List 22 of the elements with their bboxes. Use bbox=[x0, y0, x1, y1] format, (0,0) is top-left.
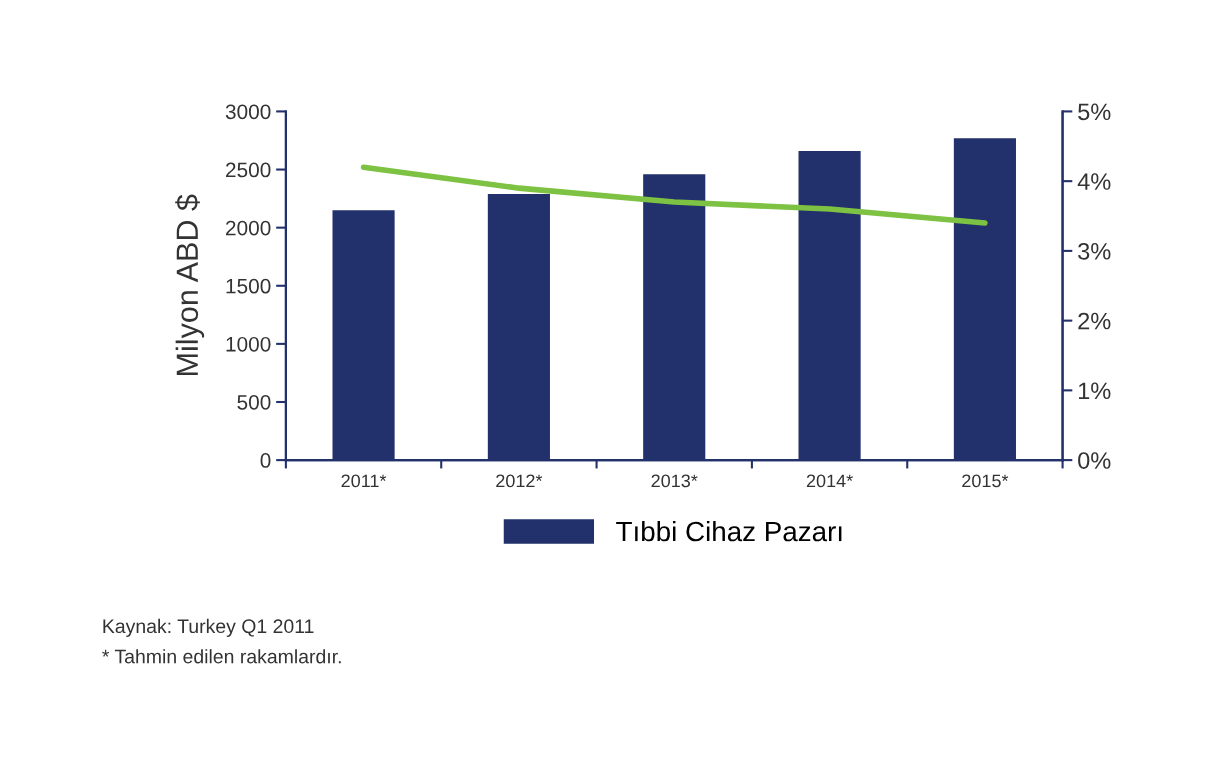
y2-tick-label: 3% bbox=[1078, 242, 1111, 260]
y-tick-label: 0 bbox=[260, 453, 271, 468]
y2-tick-label: 1% bbox=[1078, 382, 1111, 400]
y-tick-label: 500 bbox=[237, 394, 271, 410]
y2-tick-label: 4% bbox=[1077, 173, 1111, 190]
x-tick-label: 2011* bbox=[341, 474, 387, 488]
y-tick-label: 1000 bbox=[226, 336, 271, 352]
text: * Tahmin edilen rakamlardır. bbox=[102, 649, 341, 664]
y-tick-label: 2500 bbox=[226, 162, 271, 178]
y2-tick-label: 0% bbox=[1078, 452, 1111, 469]
x-tick-label: 2013* bbox=[651, 474, 698, 488]
legend-label: Tıbbi Cihaz Pazarı bbox=[616, 520, 842, 542]
text: Kaynak: Turkey Q1 2011 bbox=[103, 618, 314, 637]
y-tick-label: 3000 bbox=[225, 104, 271, 120]
y-tick-label: 1500 bbox=[226, 278, 271, 294]
y2-tick-label: 2% bbox=[1078, 312, 1111, 330]
y-axis-title: Milyon ABD $ bbox=[175, 194, 205, 375]
x-tick-label: 2012* bbox=[496, 474, 543, 488]
x-tick-label: 2015* bbox=[962, 474, 1009, 488]
x-tick-label: 2014* bbox=[806, 474, 853, 488]
y2-tick-label: 5% bbox=[1078, 103, 1111, 121]
y-tick-label: 2000 bbox=[226, 220, 271, 236]
